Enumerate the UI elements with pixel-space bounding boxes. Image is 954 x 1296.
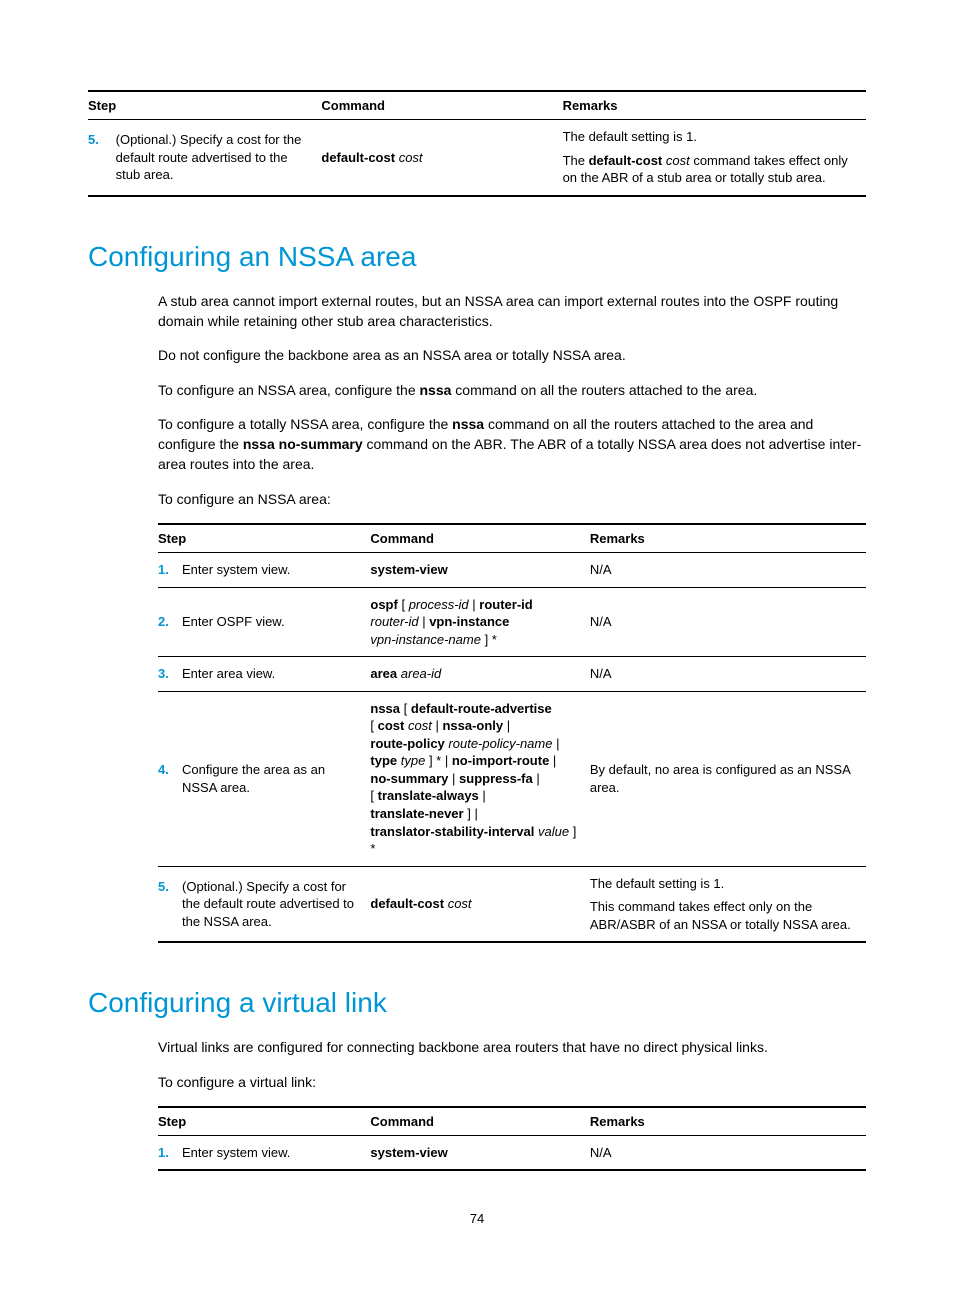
- cmd-arg: cost: [399, 150, 423, 165]
- nssa-table: Step Command Remarks 1.Enter system view…: [158, 523, 866, 943]
- table-row: 1.Enter system view. system-view N/A: [158, 1135, 866, 1170]
- col-command: Command: [321, 91, 562, 120]
- body-paragraph: A stub area cannot import external route…: [158, 291, 866, 332]
- col-step: Step: [88, 91, 321, 120]
- body-paragraph: To configure a virtual link:: [158, 1072, 866, 1092]
- command-cell: nssa [ default-route-advertise [ cost co…: [370, 691, 589, 866]
- section-heading-vlink: Configuring a virtual link: [88, 987, 866, 1019]
- table-row: 1.Enter system view. system-view N/A: [158, 553, 866, 588]
- body-paragraph: Do not configure the backbone area as an…: [158, 345, 866, 365]
- vlink-table: Step Command Remarks 1.Enter system view…: [158, 1106, 866, 1172]
- stub-area-table: Step Command Remarks 5. (Optional.) Spec…: [88, 90, 866, 197]
- step-number: 5.: [88, 131, 112, 149]
- body-paragraph: To configure a totally NSSA area, config…: [158, 414, 866, 475]
- table-header-row: Step Command Remarks: [158, 524, 866, 553]
- remarks-cell: The default setting is 1. The default-co…: [563, 120, 866, 196]
- cmd-keyword: default-cost: [321, 150, 395, 165]
- remarks-cell: The default setting is 1. This command t…: [590, 866, 866, 942]
- table-row: 3.Enter area view. area area-id N/A: [158, 657, 866, 692]
- step-text: (Optional.) Specify a cost for the defau…: [116, 131, 311, 184]
- col-command: Command: [370, 1107, 589, 1136]
- col-remarks: Remarks: [590, 524, 866, 553]
- remark-line: The default-cost cost command takes effe…: [563, 152, 858, 187]
- table-row: 5.(Optional.) Specify a cost for the def…: [158, 866, 866, 942]
- step-cell: 5. (Optional.) Specify a cost for the de…: [88, 120, 321, 196]
- command-cell: default-cost cost: [321, 120, 562, 196]
- col-step: Step: [158, 1107, 370, 1136]
- col-command: Command: [370, 524, 589, 553]
- table-header-row: Step Command Remarks: [158, 1107, 866, 1136]
- table-row: 2.Enter OSPF view. ospf [ process-id | r…: [158, 587, 866, 657]
- col-remarks: Remarks: [563, 91, 866, 120]
- command-cell: ospf [ process-id | router-id router-id …: [370, 587, 589, 657]
- body-paragraph: To configure an NSSA area, configure the…: [158, 380, 866, 400]
- table-header-row: Step Command Remarks: [88, 91, 866, 120]
- body-paragraph: To configure an NSSA area:: [158, 489, 866, 509]
- remark-line: The default setting is 1.: [563, 128, 858, 146]
- section-heading-nssa: Configuring an NSSA area: [88, 241, 866, 273]
- body-paragraph: Virtual links are configured for connect…: [158, 1037, 866, 1057]
- col-step: Step: [158, 524, 370, 553]
- table-row: 4.Configure the area as an NSSA area. ns…: [158, 691, 866, 866]
- page-number: 74: [88, 1211, 866, 1226]
- table-row: 5. (Optional.) Specify a cost for the de…: [88, 120, 866, 196]
- col-remarks: Remarks: [590, 1107, 866, 1136]
